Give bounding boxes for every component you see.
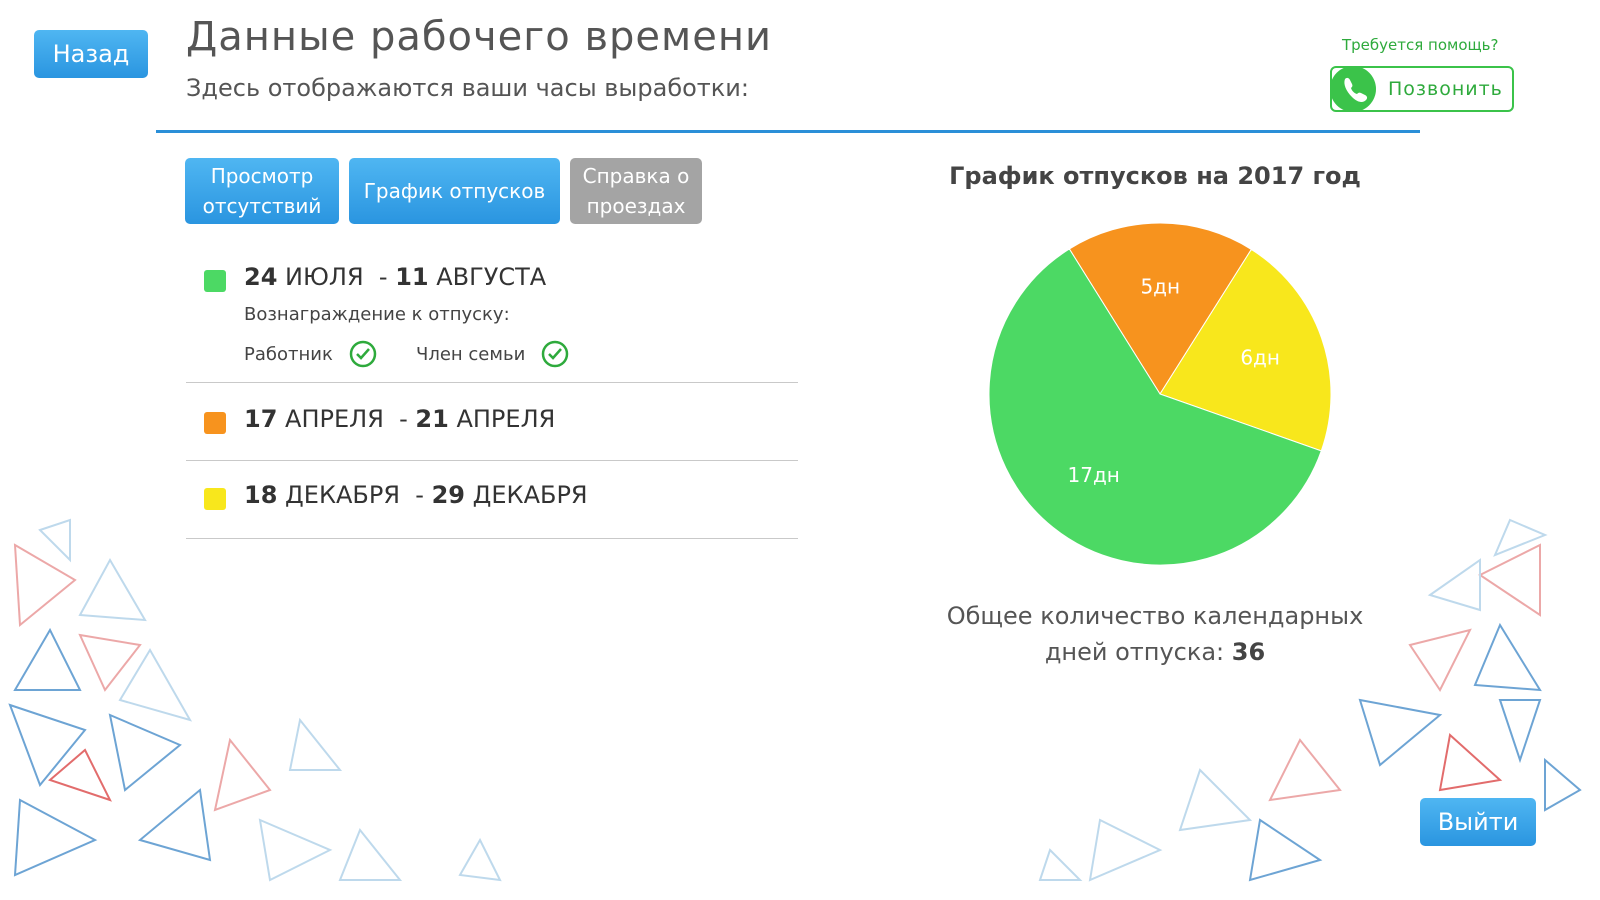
total-value: 36 xyxy=(1231,638,1266,666)
start-month: АПРЕЛЯ xyxy=(285,405,384,433)
check-mark xyxy=(355,348,370,360)
vacation-row: 24 ИЮЛЯ - 11 АВГУСТА Вознаграждение к отп… xyxy=(186,256,798,383)
page-subtitle: Здесь отображаются ваши часы выработки: xyxy=(186,74,749,102)
bonus-name: Работник xyxy=(244,343,333,365)
check-icon xyxy=(542,340,569,368)
end-day: 21 xyxy=(415,405,449,433)
check-circle xyxy=(349,340,377,368)
call-button[interactable]: Позвонить xyxy=(1330,66,1514,112)
vacation-row: 17 АПРЕЛЯ - 21 АПРЕЛЯ xyxy=(186,384,798,461)
legend-square xyxy=(204,270,226,292)
bonus-label: Вознаграждение к отпуску: xyxy=(244,304,510,325)
pie-slice xyxy=(1159,248,1332,452)
end-month: ДЕКАБРЯ xyxy=(472,481,588,509)
date-range: 17 АПРЕЛЯ - 21 АПРЕЛЯ xyxy=(244,405,556,433)
end-day: 11 xyxy=(395,263,429,291)
vacation-row: 18 ДЕКАБРЯ - 29 ДЕКАБРЯ xyxy=(186,460,798,539)
end-month: АПРЕЛЯ xyxy=(456,405,556,433)
tab-button[interactable]: Просмотр отсутствий xyxy=(185,158,339,224)
check-mark xyxy=(548,348,563,360)
start-month: ИЮЛЯ xyxy=(285,263,364,291)
page-title: Данные рабочего времени xyxy=(186,14,772,60)
bonus-item: Член семьи xyxy=(416,340,569,368)
end-month: АВГУСТА xyxy=(436,263,547,291)
slice-label: 5дн xyxy=(1140,274,1180,298)
start-month: ДЕКАБРЯ xyxy=(285,481,401,509)
start-day: 18 xyxy=(244,481,278,509)
check-icon xyxy=(349,340,377,368)
pie-chart: 5дн 6дн 17дн xyxy=(988,222,1332,566)
start-day: 24 xyxy=(244,263,278,291)
check-circle xyxy=(542,340,569,368)
call-label: Позвонить xyxy=(1388,78,1503,100)
tab-button[interactable]: График отпусков xyxy=(349,158,560,224)
slice-label: 17дн xyxy=(1068,463,1120,487)
end-day: 29 xyxy=(431,481,465,509)
slice-label: 6дн xyxy=(1240,346,1280,370)
date-range: 24 ИЮЛЯ - 11 АВГУСТА xyxy=(244,263,547,291)
legend-square xyxy=(204,412,226,434)
total-days: Общее количество календарных дней отпуск… xyxy=(940,598,1370,670)
help-text: Требуется помощь? xyxy=(1342,36,1499,54)
header-divider xyxy=(156,130,1420,133)
phone-icon xyxy=(1330,66,1376,112)
start-day: 17 xyxy=(244,405,278,433)
legend-square xyxy=(204,488,226,510)
date-range: 18 ДЕКАБРЯ - 29 ДЕКАБРЯ xyxy=(244,481,588,509)
pie-slice xyxy=(988,248,1322,566)
chart-title: График отпусков на 2017 год xyxy=(949,162,1361,190)
pie-slice xyxy=(1068,222,1253,395)
bonus-item: Работник xyxy=(244,340,377,368)
tab-button[interactable]: Справка о проездах xyxy=(570,158,702,224)
total-label: Общее количество календарных дней отпуск… xyxy=(946,602,1364,666)
back-button[interactable]: Назад xyxy=(34,30,148,78)
bonus-name: Член семьи xyxy=(416,343,526,365)
exit-button[interactable]: Выйти xyxy=(1420,798,1536,846)
